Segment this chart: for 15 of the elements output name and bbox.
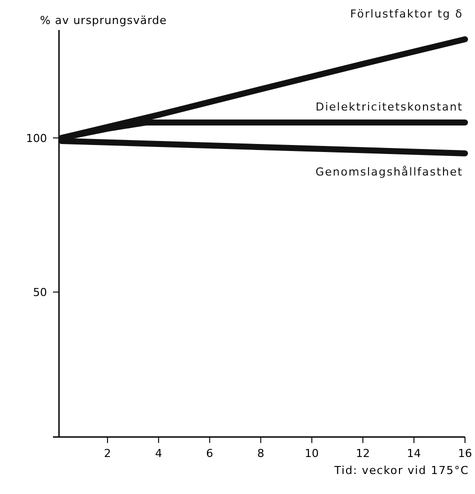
- x-tick-label: 12: [356, 447, 370, 460]
- x-tick-label: 4: [155, 447, 162, 460]
- x-tick-label: 2: [104, 447, 112, 460]
- x-tick-label: 8: [257, 447, 264, 460]
- y-axis-title: % av ursprungsvärde: [40, 14, 167, 27]
- x-tick-label: 14: [406, 447, 421, 460]
- y-tick-label: 50: [33, 286, 47, 300]
- series-label: Förlustfaktor tg δ: [350, 7, 463, 20]
- x-axis-title: Tid: veckor vid 175°C: [333, 464, 469, 477]
- x-tick-label: 16: [458, 447, 472, 460]
- x-tick-label: 10: [304, 447, 319, 460]
- y-tick-label: 100: [26, 132, 47, 145]
- series-label: Genomslagshållfasthet: [316, 165, 463, 178]
- x-tick-label: 6: [206, 447, 214, 460]
- series-label: Dielektricitetskonstant: [316, 100, 463, 114]
